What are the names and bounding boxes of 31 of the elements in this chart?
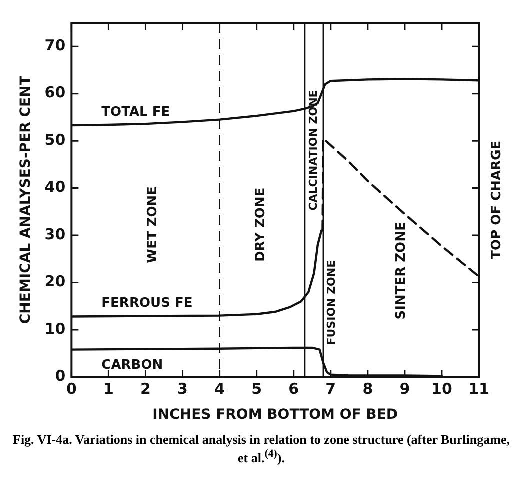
y-tick-label: 10 [44, 320, 66, 338]
x-tick-label: 7 [326, 380, 336, 398]
x-tick-label: 5 [252, 380, 262, 398]
y-tick-label: 30 [44, 225, 66, 244]
x-tick-label: 6 [288, 380, 300, 398]
x-tick-label: 10 [432, 380, 452, 398]
annotation: CALCINATION ZONE [306, 90, 320, 211]
x-tick-label: 4 [214, 380, 226, 398]
series-label: CARBON [102, 358, 164, 374]
x-tick-label: 8 [362, 380, 374, 398]
annotation: FUSION ZONE [325, 260, 338, 346]
y-tick-label: 60 [44, 84, 66, 102]
y-tick-label: 20 [44, 272, 66, 291]
x-tick-label: 9 [400, 380, 410, 398]
series-label: FERROUS FE [102, 296, 193, 312]
x-tick-label: 1 [103, 380, 114, 398]
y-axis-title: CHEMICAL ANALYSES-PER CENT [18, 76, 34, 324]
annotation: SINTER ZONE [394, 222, 409, 320]
y-tick-label: 0 [55, 367, 66, 386]
x-axis-title: INCHES FROM BOTTOM OF BED [152, 407, 398, 424]
annotation: DRY ZONE [253, 188, 268, 262]
series-label: TOTAL FE [102, 104, 170, 120]
x-tick-label: 2 [140, 380, 151, 398]
y-tick-label: 70 [44, 36, 66, 55]
y-tick-label: 40 [44, 178, 66, 196]
annotation: WET ZONE [146, 186, 161, 264]
text: TOP OF CHARGE [489, 140, 504, 260]
y-tick-label: 50 [44, 130, 66, 149]
x-tick-label: 11 [468, 380, 490, 398]
text: Fig. VI-4a. Variations in chemical analysis in relation to zone structure (after Burlingame, et al.$^{(4)}$). [12, 432, 511, 466]
x-tick-label: 3 [178, 380, 188, 398]
